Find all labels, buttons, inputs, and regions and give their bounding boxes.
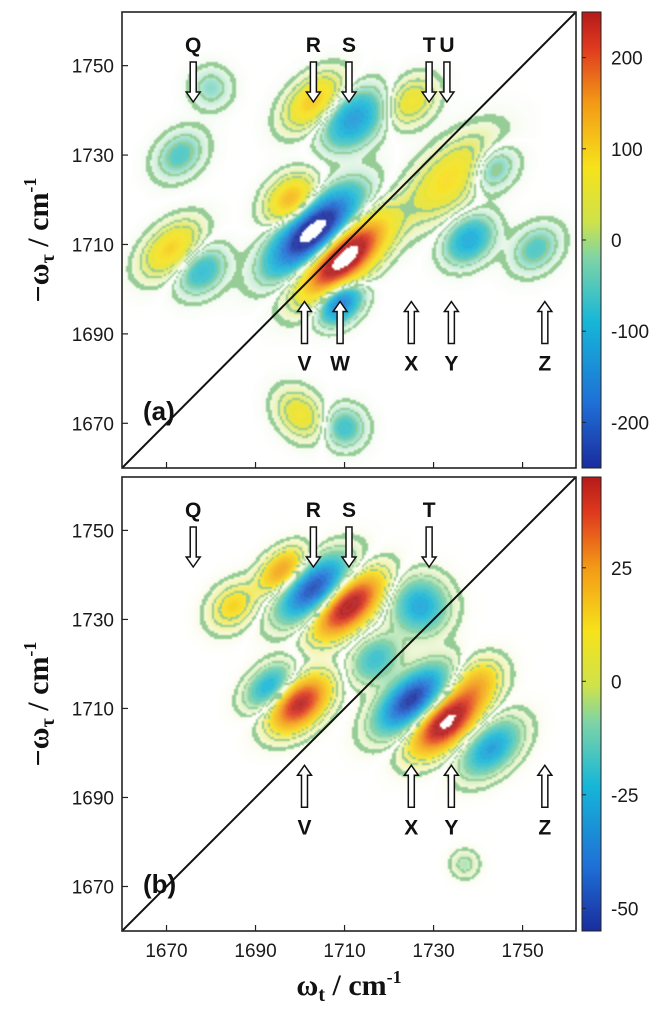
marker-label: Y	[444, 816, 458, 839]
marker-label: V	[297, 816, 311, 839]
marker-label: Z	[538, 353, 551, 376]
colorbar-tick-label: 0	[611, 672, 622, 693]
y-tick-label: 1710	[72, 235, 114, 256]
x-tick-label: 1670	[145, 941, 187, 962]
marker-s: S	[340, 34, 358, 104]
colorbar-tick-label: 100	[611, 140, 643, 161]
marker-z: Z	[536, 300, 554, 376]
marker-label: S	[342, 34, 356, 57]
y-tick-label: 1690	[72, 788, 114, 809]
x-axis-label: ωt / cm-1	[296, 967, 401, 1006]
marker-u: U	[438, 34, 456, 104]
marker-r: R	[304, 34, 322, 104]
marker-q: Q	[184, 499, 202, 569]
marker-label: U	[439, 34, 454, 57]
marker-label: W	[330, 353, 350, 376]
colorbar-tick-label: -100	[611, 322, 649, 343]
colorbar-b	[581, 476, 602, 932]
marker-v: V	[296, 300, 313, 376]
plot-frame-b	[121, 476, 577, 932]
y-axis-label-a: −ωτ / cm-1	[20, 178, 59, 303]
colorbar-tick-label: -25	[611, 786, 638, 807]
marker-w: W	[330, 300, 350, 376]
marker-label: S	[342, 499, 356, 522]
marker-q: Q	[184, 34, 202, 104]
marker-r: R	[304, 499, 322, 569]
tick-labels-a: 1670 1690 1710 1730 1750	[72, 57, 524, 468]
plot-frame-a	[121, 11, 577, 469]
colorbar-tick-label: 25	[611, 559, 632, 580]
marker-s: S	[340, 499, 358, 569]
y-tick-label: 1690	[72, 325, 114, 346]
marker-label: Q	[185, 499, 201, 522]
marker-label: Q	[185, 34, 201, 57]
marker-label: V	[297, 353, 311, 376]
x-tick-label: 1750	[501, 941, 543, 962]
colorbar-tick-label: -50	[611, 899, 638, 920]
marker-label: Y	[444, 353, 458, 376]
marker-label: X	[404, 353, 418, 376]
marker-t: T	[420, 499, 438, 569]
y-tick-label: 1750	[72, 57, 114, 78]
colorbar-tick-label: -200	[611, 413, 649, 434]
colorbar-tick-label: 0	[611, 231, 622, 252]
x-tick-label: 1730	[412, 941, 454, 962]
marker-label: Z	[538, 816, 551, 839]
colorbar-tick-label: 200	[611, 49, 643, 70]
diagonal-line	[122, 12, 576, 468]
diagonal-line	[122, 477, 576, 931]
panel-b: Q R S T V X Y Z 1670 1690 1710 1730 1750 1670 1690 171…	[72, 476, 638, 962]
marker-label: R	[306, 34, 321, 57]
marker-label: R	[306, 499, 321, 522]
spectrum-b-marks: Q R S T V X Y Z	[122, 477, 576, 931]
y-tick-label: 1670	[72, 877, 114, 898]
y-tick-label: 1730	[72, 146, 114, 167]
x-tick-label: 1690	[234, 941, 276, 962]
y-tick-label: 1670	[72, 414, 114, 435]
colorbar-b-ticks: -50 -25 0 25	[582, 559, 638, 920]
panel-a: Q R S T U V W X Y Z 1670 1690 1710 1730 1750 (a) -200…	[72, 11, 649, 469]
panel-label-b: (b)	[143, 869, 176, 899]
y-tick-label: 1750	[72, 521, 114, 542]
y-tick-label: 1710	[72, 699, 114, 720]
panel-label-a: (a)	[143, 396, 175, 426]
marker-x: X	[402, 763, 420, 839]
tick-labels-b: 1670 1690 1710 1730 1750 1670 1690 1710 1730 1750	[72, 521, 544, 962]
marker-y: Y	[442, 300, 460, 376]
colorbar-a-ticks: -200 -100 0 100 200	[582, 49, 649, 434]
y-axis-label-b: −ωτ / cm-1	[20, 642, 59, 767]
marker-x: X	[402, 300, 420, 376]
marker-t: T	[420, 34, 438, 104]
spectrum-a-marks: Q R S T U V W X Y Z	[122, 12, 576, 468]
marker-z: Z	[536, 763, 554, 839]
marker-label: T	[423, 34, 436, 57]
marker-v: V	[296, 763, 313, 839]
marker-y: Y	[442, 763, 460, 839]
y-tick-label: 1730	[72, 610, 114, 631]
x-tick-label: 1710	[323, 941, 365, 962]
marker-label: X	[404, 816, 418, 839]
marker-label: T	[423, 499, 436, 522]
